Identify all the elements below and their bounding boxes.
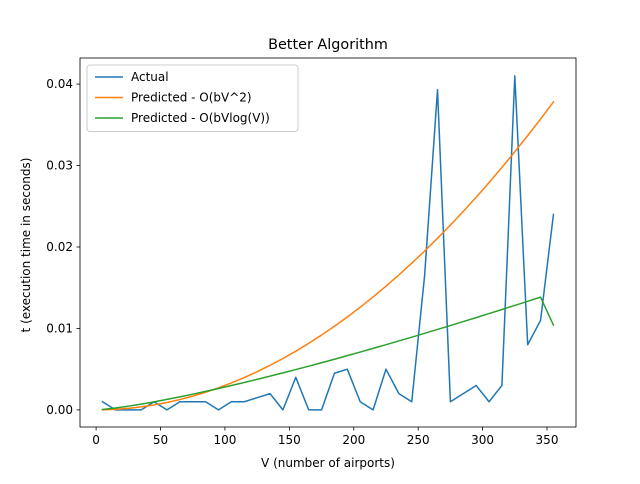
legend-box — [86, 64, 299, 132]
legend: Actual Predicted - O(bV^2) Predicted - O(b… — [86, 64, 299, 132]
series-line-2 — [101, 100, 555, 411]
x-tick-label: 0 — [92, 433, 100, 447]
x-tick-label: 100 — [213, 433, 236, 447]
axes-frame — [79, 57, 577, 428]
y-tick-label: 0.00 — [46, 403, 73, 417]
x-axis: 0 50 100 150 200 250 300 350 — [92, 427, 558, 447]
y-axis-label: t (execution time in seconds) — [19, 158, 33, 333]
series-line-3 — [101, 296, 555, 411]
y-axis: 0.00 0.01 0.02 0.03 0.04 — [46, 77, 80, 417]
x-axis-label: V (number of airports) — [261, 456, 395, 470]
y-tick-label: 0.04 — [46, 77, 73, 91]
x-tick-label: 50 — [153, 433, 168, 447]
x-tick-label: 200 — [342, 433, 365, 447]
legend-entry-2: Predicted - O(bV^2) — [131, 91, 252, 105]
plot-area — [79, 57, 577, 428]
y-tick-label: 0.02 — [46, 240, 73, 254]
legend-entry-3: Predicted - O(bVlog(V)) — [131, 111, 270, 125]
series-line-1 — [101, 75, 555, 411]
x-tick-label: 300 — [471, 433, 494, 447]
legend-entry-1: Actual — [131, 70, 169, 84]
x-tick-label: 150 — [278, 433, 301, 447]
y-tick-label: 0.03 — [46, 159, 73, 173]
chart-title: Better Algorithm — [268, 37, 388, 53]
x-tick-label: 350 — [536, 433, 559, 447]
y-tick-label: 0.01 — [46, 321, 73, 335]
x-tick-label: 250 — [407, 433, 430, 447]
